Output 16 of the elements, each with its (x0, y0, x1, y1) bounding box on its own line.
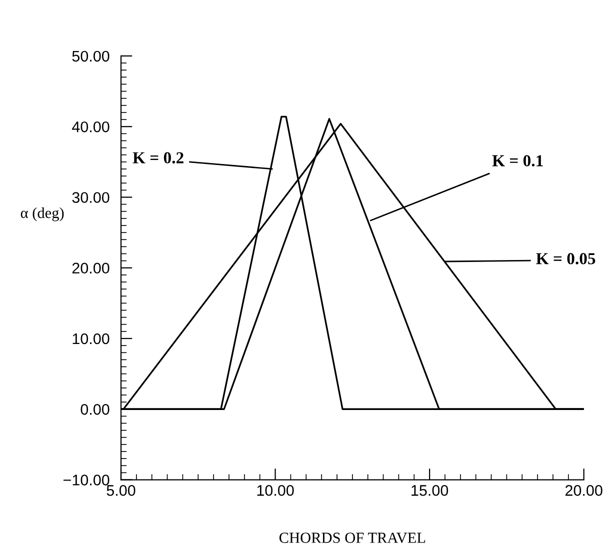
annotation: K = 0.2 (132, 152, 184, 164)
y-tick-label: 30.00 (72, 192, 110, 203)
annotation: K = 0.1 (492, 155, 543, 166)
y-tick-label: −10.00 (63, 474, 110, 486)
y-axis-title: α (deg) (20, 207, 64, 222)
x-tick-label: 10.00 (257, 485, 294, 496)
x-axis-title: CHORDS OF TRAVEL (279, 532, 426, 544)
x-tick-label: 5.00 (106, 485, 136, 496)
y-tick-label: 20.00 (72, 262, 110, 274)
y-tick-label: 50.00 (72, 50, 110, 62)
y-tick-label: 40.00 (72, 121, 110, 132)
x-tick-label: 15.00 (412, 485, 448, 496)
y-tick-label: 10.00 (72, 333, 110, 344)
annotation: K = 0.05 (536, 253, 596, 264)
x-tick-label: 20.00 (565, 485, 602, 496)
y-tick-label: 0.00 (80, 404, 110, 415)
